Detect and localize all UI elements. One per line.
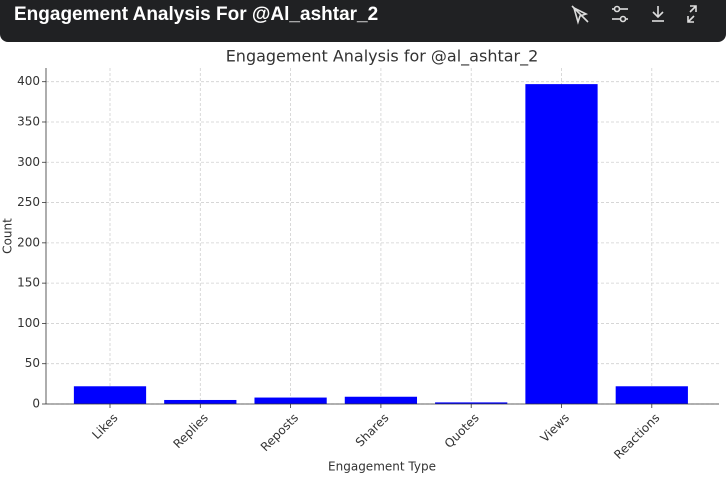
x-axis-label: Engagement Type bbox=[328, 460, 436, 474]
x-tick-label: Reposts bbox=[258, 411, 301, 454]
y-tick-label: 300 bbox=[17, 155, 40, 169]
y-tick-label: 0 bbox=[32, 397, 40, 411]
header-bar: Engagement Analysis For @Al_ashtar_2 bbox=[0, 0, 726, 42]
y-tick-label: 200 bbox=[17, 235, 40, 249]
interactive-toggle-icon[interactable] bbox=[571, 5, 589, 25]
download-icon[interactable] bbox=[652, 6, 664, 22]
x-tick-label: Quotes bbox=[442, 411, 482, 451]
expand-icon[interactable] bbox=[687, 5, 697, 23]
bar bbox=[254, 397, 327, 404]
bar bbox=[344, 396, 418, 404]
x-tick-label: Views bbox=[538, 411, 572, 445]
y-tick-label: 400 bbox=[17, 74, 40, 88]
y-tick-label: 150 bbox=[17, 276, 40, 290]
y-tick-label: 50 bbox=[25, 356, 40, 370]
y-tick-label: 100 bbox=[17, 316, 40, 330]
x-tick-label: Shares bbox=[353, 411, 392, 450]
bar bbox=[435, 402, 508, 404]
bar bbox=[615, 386, 688, 404]
y-tick-label: 350 bbox=[17, 114, 40, 128]
y-tick-label: 250 bbox=[17, 195, 40, 209]
chart-title: Engagement Analysis for @al_ashtar_2 bbox=[226, 47, 539, 67]
toolbar-icons bbox=[571, 5, 697, 25]
settings-icon[interactable] bbox=[612, 5, 628, 23]
y-axis-label: Count bbox=[1, 218, 15, 254]
bar bbox=[73, 386, 147, 404]
x-tick-label: Likes bbox=[89, 411, 120, 442]
bar bbox=[525, 84, 598, 404]
bar bbox=[164, 399, 237, 404]
x-tick-label: Replies bbox=[171, 411, 211, 451]
header-title: Engagement Analysis For @Al_ashtar_2 bbox=[14, 4, 379, 25]
x-tick-label: Reactions bbox=[611, 411, 662, 462]
